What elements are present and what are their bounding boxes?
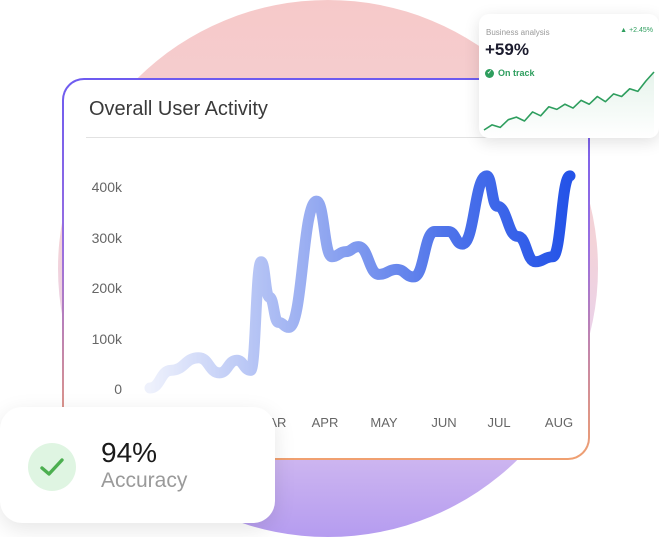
business-delta: ▲ +2.45% — [620, 27, 653, 34]
x-tick-label: JUL — [487, 415, 511, 430]
business-status: ✓ On track — [485, 68, 535, 78]
chart-title: Overall User Activity — [89, 98, 268, 120]
y-tick-label: 300k — [91, 229, 122, 246]
accuracy-value: 94% — [101, 437, 158, 468]
sparkline-line — [483, 71, 655, 131]
activity-series-line — [144, 170, 576, 394]
x-tick-label: JUN — [431, 415, 457, 430]
y-tick-label: 0 — [114, 381, 122, 397]
business-status-text: On track — [498, 68, 535, 78]
check-icon — [28, 443, 76, 491]
check-circle-icon: ✓ — [485, 68, 494, 78]
x-tick-label: MAY — [370, 415, 398, 430]
business-label: Business analysis — [486, 28, 550, 37]
business-analysis-card: Business analysis ▲ +2.45% +59% ✓ On trac… — [479, 14, 659, 138]
accuracy-card: 94% Accuracy — [0, 407, 275, 523]
sparkline-area — [484, 72, 654, 138]
accuracy-label: Accuracy — [101, 469, 188, 492]
y-tick-label: 100k — [91, 330, 122, 347]
y-tick-label: 200k — [91, 280, 122, 296]
business-sparkline — [483, 71, 655, 138]
title-divider — [86, 137, 566, 138]
business-delta-value: +2.45% — [629, 27, 653, 34]
business-value: +59% — [485, 40, 529, 59]
user-activity-card: Overall User Activity 400k 300k 200k 100k 0 … — [62, 78, 590, 460]
x-tick-label: AUG — [544, 415, 574, 430]
x-tick-label: APR — [311, 415, 339, 430]
trend-up-icon: ▲ — [620, 27, 628, 34]
y-tick-label: 400k — [91, 179, 122, 195]
